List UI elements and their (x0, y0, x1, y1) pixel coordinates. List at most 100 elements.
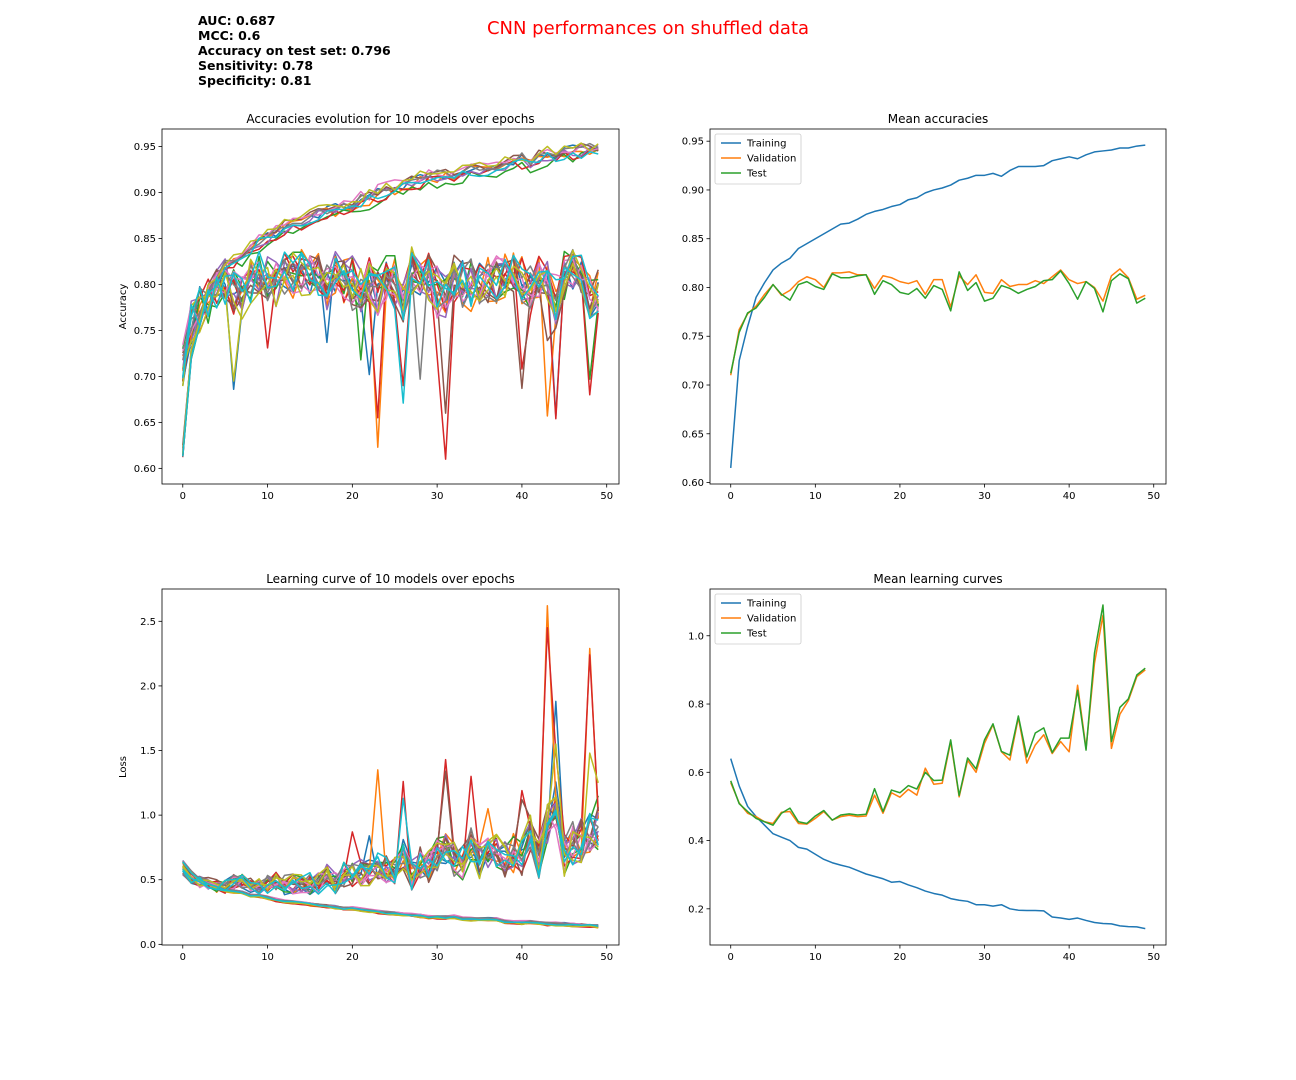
plot-lines (730, 604, 1146, 930)
subplot-loss_mean: 0 10 20 30 40 50 0.2 0.4 0.6 0.8 1.0 Mean learning … (688, 572, 1167, 963)
plot-lines (182, 605, 599, 929)
x-tick-label: 50 (1147, 952, 1160, 963)
test-curve (182, 797, 599, 895)
y-tick-label: 0.65 (682, 429, 704, 440)
legend-entry: Training (746, 139, 786, 150)
legend-box (714, 133, 802, 185)
axes-frame (161, 128, 620, 485)
y-tick-label: 0.85 (682, 234, 704, 245)
subplot-title: Mean accuracies (888, 112, 989, 126)
legend-box (714, 593, 802, 645)
test-curve (182, 246, 599, 387)
x-tick-label: 40 (1063, 491, 1076, 502)
legend-entry: Validation (747, 154, 796, 165)
x-tick-label: 10 (261, 952, 274, 963)
validation-curve (182, 250, 599, 370)
metric-mcc: MCC: 0.6 (198, 28, 261, 43)
y-tick-label: 0.0 (140, 940, 156, 951)
y-tick-label: 0.65 (134, 418, 156, 429)
legend-entry: Test (746, 169, 767, 180)
test-curve (182, 255, 599, 346)
y-tick-label: 0.70 (134, 372, 156, 383)
x-tick-label: 30 (431, 491, 444, 502)
test-curve (182, 627, 599, 891)
validation-curve (182, 255, 599, 352)
y-axis-label: Accuracy (118, 284, 129, 330)
y-tick-label: 2.5 (140, 617, 156, 628)
y-tick-label: 0.75 (682, 332, 704, 343)
axes-frame (709, 588, 1167, 946)
y-tick-label: 1.0 (688, 631, 704, 642)
test-curve (182, 252, 599, 404)
legend: Training Validation Test (714, 133, 802, 185)
y-tick-label: 0.85 (134, 234, 156, 245)
training-curve (182, 149, 599, 457)
subplot-loss_models: 0 10 20 30 40 50 0.0 0.5 1.0 1.5 2.0 2.5 Learning cu… (118, 572, 620, 963)
y-tick-label: 0.80 (134, 280, 156, 291)
series-training (730, 758, 1146, 930)
series-test (729, 270, 1146, 374)
validation-curve (182, 806, 599, 889)
x-tick-label: 50 (600, 491, 613, 502)
y-tick-label: 0.8 (688, 700, 704, 711)
legend: Training Validation Test (714, 593, 802, 645)
series-test (730, 604, 1146, 826)
y-tick-label: 0.60 (682, 478, 704, 489)
x-tick-label: 20 (894, 491, 907, 502)
y-tick-label: 1.0 (140, 811, 156, 822)
test-curve (182, 251, 599, 414)
subplot-title: Accuracies evolution for 10 models over … (246, 112, 534, 126)
y-tick-label: 0.60 (134, 464, 156, 475)
subplot-acc_models: 0 10 20 30 40 50 0.60 0.65 0.70 0.75 0.80 0.85 0.90 0… (118, 112, 620, 502)
series-validation (729, 268, 1146, 376)
y-tick-label: 0.5 (140, 875, 156, 886)
test-curve (182, 260, 599, 380)
x-tick-label: 20 (894, 952, 907, 963)
x-tick-label: 20 (346, 952, 359, 963)
y-tick-label: 0.2 (688, 904, 704, 915)
subplot-title: Mean learning curves (873, 572, 1002, 586)
series-validation (730, 614, 1146, 825)
subplot-acc_mean: 0 10 20 30 40 50 0.60 0.65 0.70 0.75 0.80 0.85 0.90 0… (682, 112, 1167, 502)
metrics-summary: AUC: 0.687 MCC: 0.6 Accuracy on test set… (198, 13, 391, 88)
validation-curve (182, 252, 599, 382)
plot-lines (729, 144, 1146, 468)
y-tick-label: 0.95 (682, 137, 704, 148)
training-curve (182, 861, 599, 927)
y-tick-label: 0.90 (134, 188, 156, 199)
training-curve (182, 151, 599, 457)
x-tick-label: 40 (1063, 952, 1076, 963)
metric-specificity: Specificity: 0.81 (198, 73, 312, 88)
y-tick-label: 0.90 (682, 185, 704, 196)
y-tick-label: 0.6 (688, 768, 704, 779)
metric-sensitivity: Sensitivity: 0.78 (198, 58, 314, 73)
y-tick-label: 0.95 (134, 142, 156, 153)
legend-entry: Training (746, 599, 786, 610)
y-tick-label: 1.5 (140, 746, 156, 757)
x-tick-label: 0 (728, 952, 734, 963)
x-tick-label: 30 (978, 491, 991, 502)
axes-frame (709, 128, 1167, 485)
y-tick-label: 0.70 (682, 381, 704, 392)
x-tick-label: 20 (346, 491, 359, 502)
training-curve (182, 861, 599, 926)
x-tick-label: 0 (180, 491, 186, 502)
subplot-title: Learning curve of 10 models over epochs (266, 572, 515, 586)
x-tick-label: 30 (431, 952, 444, 963)
training-curve (182, 142, 599, 449)
x-tick-label: 50 (1147, 491, 1160, 502)
x-tick-label: 40 (516, 491, 529, 502)
x-tick-label: 10 (809, 952, 822, 963)
test-curve (182, 796, 599, 892)
series-training (729, 144, 1146, 468)
x-tick-label: 0 (180, 952, 186, 963)
x-tick-label: 40 (516, 952, 529, 963)
legend-entry: Test (746, 629, 767, 640)
x-tick-label: 30 (978, 952, 991, 963)
validation-curve (182, 809, 599, 895)
validation-curve (182, 250, 599, 380)
metric-accuracy: Accuracy on test set: 0.796 (198, 43, 391, 58)
y-tick-label: 0.4 (688, 836, 704, 847)
axes-frame (161, 588, 620, 946)
